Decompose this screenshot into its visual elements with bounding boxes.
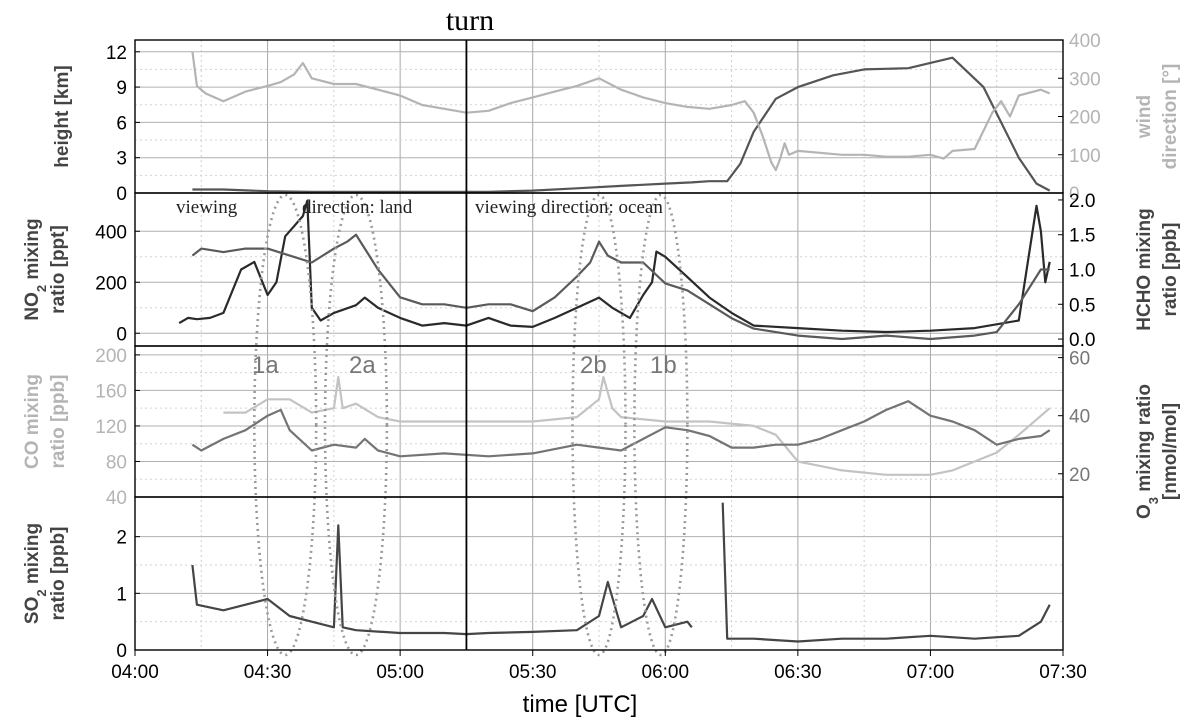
x-tick-label: 06:30 (774, 662, 822, 683)
left-tick-label: 80 (106, 452, 127, 473)
right-axis-title-line1: wind (1134, 95, 1155, 139)
x-tick-label: 07:30 (1039, 662, 1087, 683)
series-line-no2-hcho-left (178, 199, 1051, 334)
left-axis-title-line1-part: CO mixing (22, 374, 43, 469)
right-axis-title-line2-part: direction [°] (1160, 64, 1181, 170)
annotation-viewing-ocean: viewing direction: ocean (475, 197, 663, 218)
right-tick-label: 100 (1069, 146, 1101, 167)
left-tick-label: 6 (116, 113, 127, 134)
right-tick-label: 20 (1069, 465, 1090, 486)
right-axis-title-line1: HCHO mixing (1134, 208, 1155, 330)
x-tick-label: 07:00 (907, 662, 955, 683)
highlight-ellipse-2a (323, 193, 389, 657)
left-axis-title-line2: ratio [ppb] (48, 375, 69, 469)
series-line-height-wind-left (192, 56, 1051, 193)
left-axis-title-line1-part: SO (22, 597, 43, 624)
series-layer (178, 51, 1051, 657)
left-tick-label: 2 (116, 528, 127, 549)
x-axis-title: time [UTC] (523, 691, 638, 717)
highlight-ellipse-1a (253, 193, 318, 657)
x-tick-label: 04:00 (111, 662, 159, 683)
left-axis-title-line1-part: mixing (22, 523, 43, 590)
x-tick-label: 06:00 (642, 662, 690, 683)
left-axis-title-line1-part: 2 (34, 285, 49, 292)
right-axis-title-line1-part: 3 (1146, 497, 1161, 504)
axes-layer (134, 39, 1064, 656)
right-tick-label: 400 (1069, 31, 1101, 52)
left-axis-title: height [km] (52, 65, 73, 167)
left-tick-label: 400 (95, 222, 127, 243)
left-axis-title-line1: SO2 mixing (22, 523, 49, 624)
left-tick-label: 160 (95, 381, 127, 402)
left-tick-label: 9 (116, 78, 127, 99)
right-tick-label: 0.0 (1069, 330, 1095, 351)
left-tick-label: 12 (106, 43, 127, 64)
right-axis-title-line2: [nmol/mol] (1160, 403, 1181, 500)
series-line-co-o3-right (191, 400, 1051, 458)
right-tick-label: 200 (1069, 108, 1101, 129)
right-tick-label: 0 (1069, 184, 1080, 205)
series-line-co-o3-left (223, 376, 1051, 476)
right-tick-label: 40 (1069, 407, 1090, 428)
label-layer: 04:00 04:30 05:00 05:30 06:00 06:30 07:00 07:30… (22, 31, 1181, 683)
annotation-viewing-land-2: direction: land (302, 197, 413, 218)
panel-frame-so2 (134, 496, 1064, 651)
right-axis-title-line2-part: [nmol/mol] (1160, 403, 1181, 500)
left-axis-title-line2-part: ratio [ppb] (48, 527, 69, 621)
label-1b: 1b (650, 352, 677, 379)
label-2a: 2a (349, 352, 376, 379)
right-axis-title-line2: ratio [ppb] (1160, 223, 1181, 317)
grid-layer (135, 40, 1063, 650)
left-axis-title-part: height [km] (52, 65, 73, 167)
series-line-so2-left (191, 502, 1051, 643)
left-axis-title-line1: CO mixing (22, 374, 43, 469)
x-tick-label: 04:30 (244, 662, 292, 683)
right-axis-title-line2-part: ratio [ppb] (1160, 223, 1181, 317)
right-axis-title-line1-part: HCHO mixing (1134, 208, 1155, 330)
left-tick-label: 40 (106, 488, 127, 509)
right-axis-title-line1: O3 mixing ratio (1134, 384, 1161, 519)
left-axis-title-line1: NO2 mixing (22, 218, 49, 320)
left-tick-label: 200 (95, 346, 127, 367)
right-axis-title-line1-part: wind (1134, 95, 1155, 139)
left-tick-label: 120 (95, 417, 127, 438)
right-tick-label: 2.0 (1069, 191, 1095, 212)
series-line-no2-hcho-right (191, 233, 1050, 341)
label-1a: 1a (252, 352, 279, 379)
right-axis-title-line2: direction [°] (1160, 64, 1181, 170)
left-axis-title-line2-part: ratio [ppt] (48, 225, 69, 314)
right-tick-label: 0.5 (1069, 295, 1095, 316)
left-tick-label: 0 (116, 641, 127, 662)
left-tick-label: 0 (116, 184, 127, 205)
left-tick-label: 0 (116, 324, 127, 345)
left-tick-label: 1 (116, 584, 127, 605)
left-axis-title-line2: ratio [ppt] (48, 225, 69, 314)
series-line-height-wind-right (191, 51, 1051, 172)
right-tick-label: 1.0 (1069, 261, 1095, 282)
left-axis-title-line1-part: mixing (22, 218, 43, 285)
right-axis-title-line1-part: O (1134, 504, 1155, 519)
x-tick-label: 05:00 (376, 662, 424, 683)
left-tick-label: 3 (116, 149, 127, 170)
x-tick-label: 05:30 (509, 662, 557, 683)
chart-title: turn (446, 4, 494, 37)
annotation-viewing-land-1: viewing (176, 197, 238, 218)
left-axis-title-line1-part: NO (22, 292, 43, 321)
left-axis-title-line1-part: 2 (34, 589, 49, 596)
highlight-ellipse-2b (571, 193, 627, 657)
right-tick-label: 60 (1069, 349, 1090, 370)
left-axis-title-line2: ratio [ppb] (48, 527, 69, 621)
left-axis-title-line2-part: ratio [ppb] (48, 375, 69, 469)
right-tick-label: 1.5 (1069, 226, 1095, 247)
right-axis-title-line1-part: mixing ratio (1134, 384, 1155, 497)
label-2b: 2b (580, 352, 607, 379)
left-tick-label: 200 (95, 273, 127, 294)
highlight-ellipse-1b (633, 193, 689, 657)
right-tick-label: 300 (1069, 69, 1101, 90)
